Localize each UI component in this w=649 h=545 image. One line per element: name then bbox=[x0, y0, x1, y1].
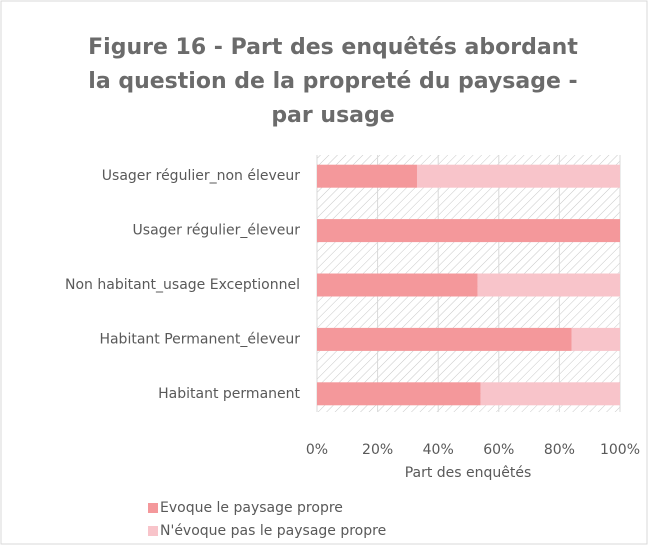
legend-swatch bbox=[148, 526, 158, 536]
legend-label: N'évoque pas le paysage propre bbox=[160, 523, 386, 539]
y-tick-label: Usager régulier_non éleveur bbox=[102, 168, 300, 184]
legend-swatch bbox=[148, 503, 158, 513]
x-tick-label: 80% bbox=[544, 442, 575, 458]
x-tick-label: 100% bbox=[600, 442, 640, 458]
x-tick-label: 20% bbox=[362, 442, 393, 458]
bar-segment bbox=[416, 164, 620, 188]
y-tick-label: Habitant permanent bbox=[158, 386, 300, 402]
y-tick-label: Non habitant_usage Exceptionnel bbox=[65, 277, 300, 293]
x-axis-label: Part des enquêtés bbox=[405, 465, 532, 481]
y-tick-label: Habitant Permanent_éleveur bbox=[99, 331, 300, 347]
bar-segment bbox=[317, 327, 572, 351]
x-tick-label: 40% bbox=[423, 442, 454, 458]
bar-segment bbox=[477, 273, 620, 297]
bar-segment bbox=[571, 327, 620, 351]
bar-segment bbox=[317, 219, 620, 243]
bar-segment bbox=[317, 273, 478, 297]
y-tick-label: Usager régulier_éleveur bbox=[133, 223, 301, 239]
chart-title: par usage bbox=[271, 103, 394, 128]
chart-title: Figure 16 - Part des enquêtés abordant bbox=[88, 35, 578, 60]
bar-segment bbox=[480, 382, 620, 406]
bar-segment bbox=[317, 164, 417, 188]
chart-title: la question de la propreté du paysage - bbox=[88, 69, 577, 94]
legend-label: Evoque le paysage propre bbox=[160, 500, 343, 516]
bar-segment bbox=[317, 382, 481, 406]
x-tick-label: 60% bbox=[483, 442, 514, 458]
x-tick-label: 0% bbox=[306, 442, 328, 458]
